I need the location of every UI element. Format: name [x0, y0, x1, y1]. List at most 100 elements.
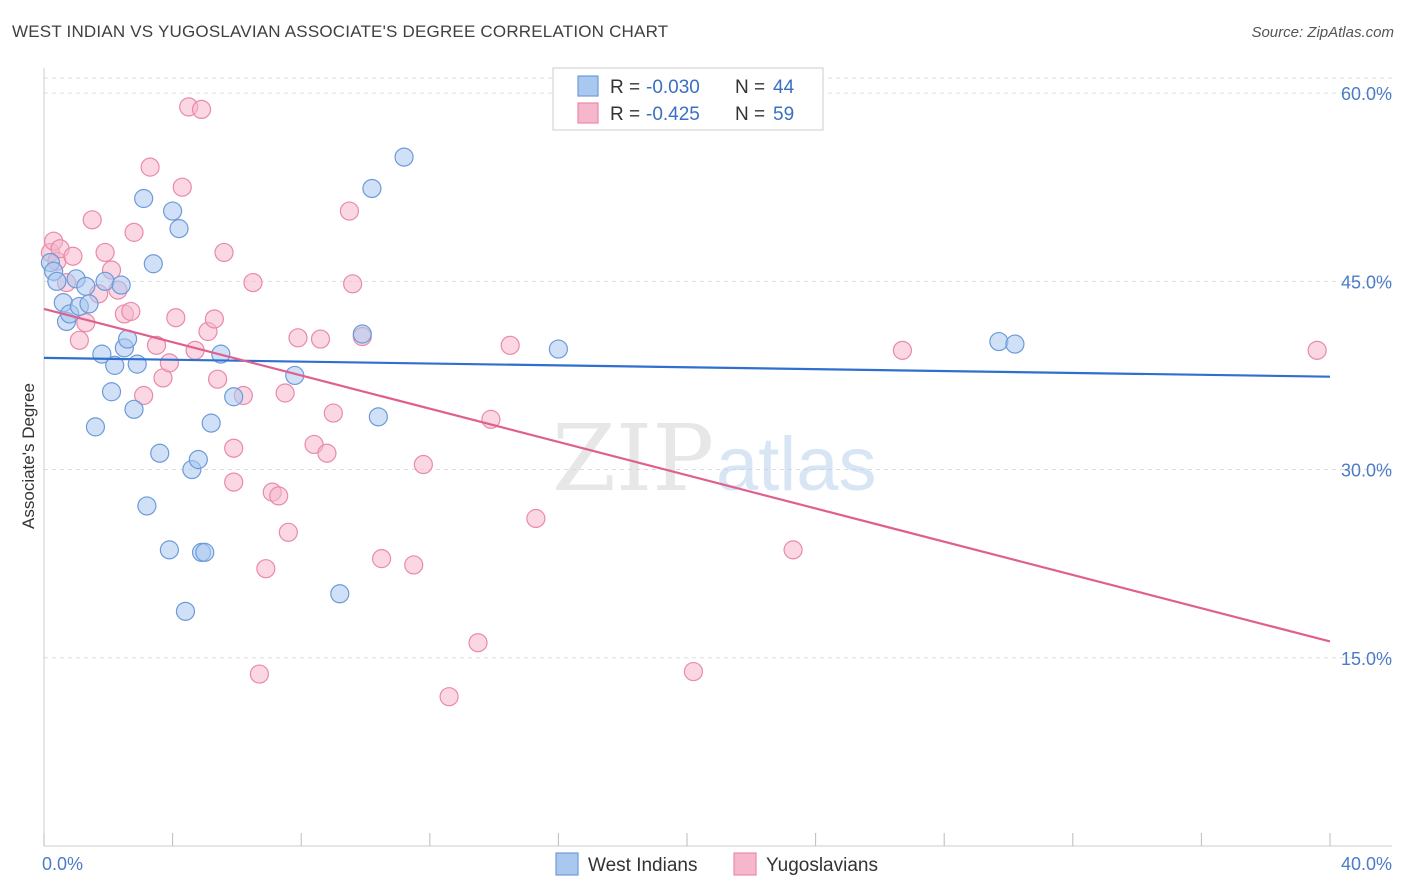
west-indians-point-43 [1005, 334, 1025, 354]
yugoslavians-point-21 [166, 308, 186, 328]
legend-swatch-pink [577, 102, 599, 124]
west-indians-point-21 [137, 496, 157, 516]
west-indians-point-38 [362, 178, 382, 199]
yugoslavians-point-27 [204, 309, 224, 329]
yugoslavians-point-29 [214, 242, 234, 263]
yugoslavians-point-55 [526, 508, 546, 529]
yugoslavians-point-50 [413, 454, 433, 475]
legend-bottom-label-blue: West Indians [588, 855, 697, 876]
west-indians-point-12 [95, 271, 115, 291]
west-indians-point-41 [548, 339, 569, 359]
yugoslavians-point-22 [172, 177, 192, 197]
west-indians-point-15 [111, 275, 131, 295]
legend-top: R = -0.030 N = 44 R = -0.425 N = 59 [552, 67, 824, 131]
west-indians-point-13 [101, 382, 122, 402]
west-indians-point-18 [124, 399, 144, 419]
west-indians-point-39 [368, 407, 388, 427]
yugoslavians-point-46 [343, 274, 363, 294]
west-indians-point-23 [150, 443, 170, 463]
legend-n-label-blue: N = [735, 77, 765, 98]
x-axis-ticks [43, 833, 1331, 846]
legend-n-value-pink: 59 [773, 104, 794, 125]
watermark: ZIP atlas [552, 405, 877, 512]
west-indians-point-24 [159, 540, 179, 560]
yugoslavians-point-45 [339, 201, 360, 221]
yugoslavians-point-40 [288, 328, 308, 348]
axes [43, 68, 1392, 847]
legend-r-label-blue: R = [610, 77, 640, 98]
trend-lines [43, 307, 1331, 643]
legend-bottom-swatch-blue [555, 852, 579, 876]
west-indians-point-27 [175, 601, 196, 621]
yugoslavians-point-16 [134, 385, 154, 406]
west-indians-point-40 [394, 147, 414, 167]
yugoslavians-point-10 [95, 242, 115, 263]
yugoslavians-point-17 [140, 157, 160, 177]
yugoslavians-point-8 [82, 210, 102, 230]
yugoslavians-point-15 [124, 222, 144, 242]
watermark-atlas: atlas [716, 422, 877, 507]
y-tick-label-0: 15.0% [1341, 649, 1392, 669]
yugoslavians-point-59 [1307, 340, 1327, 360]
west-indians-point-14 [105, 355, 125, 375]
yugoslavians-point-20 [159, 353, 179, 373]
yugoslavians-point-44 [323, 403, 343, 423]
legend-bottom-swatch-pink [733, 852, 757, 876]
west-indians-point-29 [188, 449, 208, 470]
y-axis-tick-labels: 15.0% 30.0% 45.0% 60.0% [1341, 84, 1392, 669]
yugoslavians-point-57 [783, 540, 803, 560]
chart-title: WEST INDIAN VS YUGOSLAVIAN ASSOCIATE'S D… [12, 22, 669, 41]
yugoslavians-point-42 [310, 329, 331, 349]
legend-r-value-blue: -0.030 [646, 77, 700, 98]
x-tick-label-max: 40.0% [1341, 854, 1392, 874]
yugoslavians-point-25 [191, 99, 212, 120]
y-tick-label-3: 60.0% [1341, 84, 1392, 104]
yugoslavians-point-7 [76, 313, 96, 333]
yugoslavians-point-18 [146, 335, 167, 355]
west-indians-point-42 [989, 331, 1009, 352]
legend-swatch-blue [577, 75, 599, 97]
yugoslavians-trend-line [43, 307, 1331, 643]
yugoslavians-point-52 [468, 633, 488, 653]
west-indians-point-32 [201, 413, 221, 433]
legend-n-label-pink: N = [735, 104, 765, 125]
west-indians-point-31 [195, 542, 215, 562]
yugoslavians-point-58 [892, 340, 913, 360]
watermark-zip: ZIP [552, 405, 714, 512]
y-axis-title: Associate's Degree [19, 383, 38, 529]
west-indians-point-34 [224, 387, 244, 407]
legend-bottom: West Indians Yugoslavians [555, 852, 878, 876]
west-indians-point-22 [143, 254, 163, 274]
yugoslavians-point-33 [243, 272, 263, 293]
yugoslavians-point-14 [121, 301, 141, 322]
yugoslavians-point-49 [404, 555, 424, 575]
west-indians-point-37 [352, 324, 372, 344]
west-indians-point-26 [169, 219, 189, 239]
yugoslavians-point-48 [371, 549, 392, 569]
legend-n-value-blue: 44 [773, 77, 795, 98]
legend-r-label-pink: R = [610, 104, 640, 125]
yugoslavians-point-6 [69, 330, 89, 350]
yugoslavians-point-31 [224, 472, 244, 492]
west-indians-point-9 [79, 294, 99, 314]
west-indians-point-10 [85, 417, 106, 437]
y-tick-label-1: 30.0% [1341, 461, 1392, 481]
yugoslavians-point-28 [208, 369, 228, 389]
yugoslavians-point-30 [224, 438, 244, 458]
west-indians-point-36 [330, 584, 350, 604]
west-indians-point-2 [47, 271, 67, 291]
yugoslavians-point-38 [275, 383, 295, 403]
west-indians-point-8 [76, 276, 96, 296]
west-indians-point-19 [127, 354, 147, 374]
west-indians-point-20 [134, 188, 154, 209]
yugoslavians-point-35 [256, 559, 276, 579]
source-credit: Source: ZipAtlas.com [1251, 24, 1394, 41]
west-indians-point-25 [163, 201, 183, 221]
yugoslavians-point-51 [439, 687, 459, 707]
yugoslavians-point-5 [63, 246, 83, 266]
yugoslavians-point-39 [278, 522, 298, 542]
yugoslavians-point-43 [317, 443, 337, 463]
west-indians-trend-line [43, 356, 1331, 378]
y-tick-label-2: 45.0% [1341, 272, 1392, 292]
